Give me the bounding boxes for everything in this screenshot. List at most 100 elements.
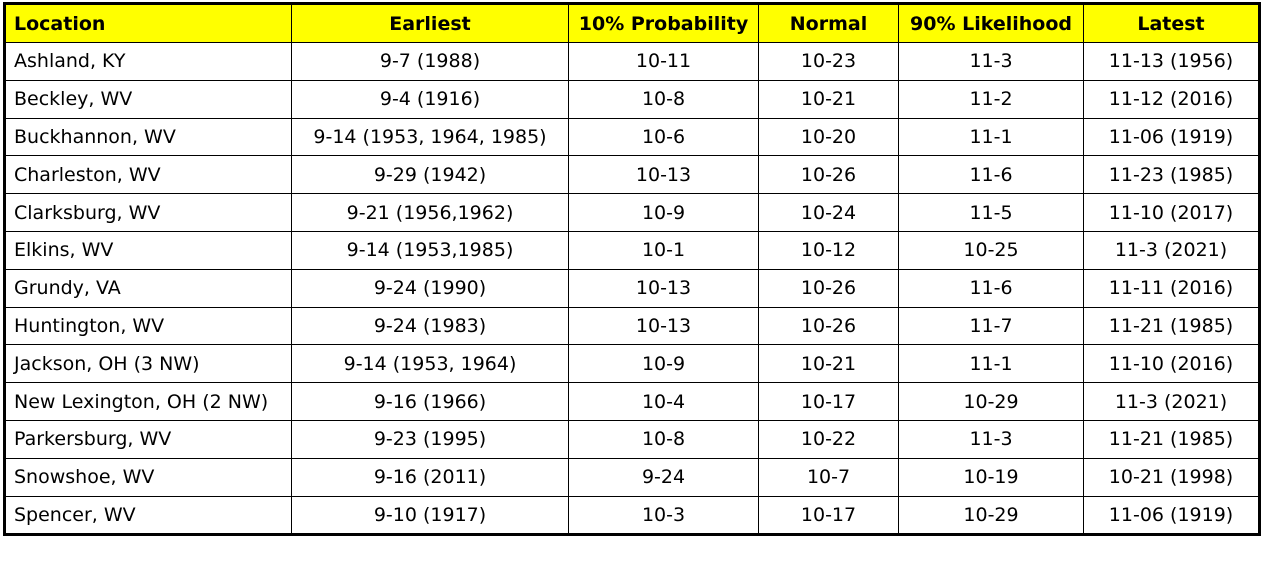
table-row: Jackson, OH (3 NW) 9-14 (1953, 1964) 10-9 1… bbox=[4, 344, 1260, 384]
cell-location: Elkins, WV bbox=[4, 230, 292, 270]
cell-10-percent-probability: 10-3 bbox=[568, 495, 759, 536]
cell-latest: 11-06 (1919) bbox=[1083, 117, 1260, 157]
cell-latest: 11-21 (1985) bbox=[1083, 419, 1260, 459]
table-row: Ashland, KY 9-7 (1988) 10-11 10-23 11-3 11-13… bbox=[4, 42, 1260, 81]
cell-90-percent-likelihood: 10-29 bbox=[898, 495, 1084, 536]
cell-earliest: 9-14 (1953, 1964) bbox=[291, 344, 569, 384]
cell-latest: 11-11 (2016) bbox=[1083, 268, 1260, 308]
cell-latest: 10-21 (1998) bbox=[1083, 457, 1260, 497]
table-row: Clarksburg, WV 9-21 (1956,1962) 10-9 10-24 1… bbox=[4, 193, 1260, 232]
cell-90-percent-likelihood: 11-1 bbox=[898, 344, 1084, 384]
cell-earliest: 9-23 (1995) bbox=[291, 419, 569, 459]
table-row: Grundy, VA 9-24 (1990) 10-13 10-26 11-6 11-11… bbox=[4, 268, 1260, 308]
cell-10-percent-probability: 10-13 bbox=[568, 306, 759, 346]
cell-90-percent-likelihood: 10-19 bbox=[898, 457, 1084, 497]
cell-normal: 10-17 bbox=[758, 495, 899, 536]
cell-latest: 11-3 (2021) bbox=[1083, 230, 1260, 270]
cell-earliest: 9-14 (1953, 1964, 1985) bbox=[291, 117, 569, 157]
cell-normal: 10-7 bbox=[758, 457, 899, 497]
table-row: Spencer, WV 9-10 (1917) 10-3 10-17 10-29 11-0… bbox=[4, 495, 1260, 536]
cell-10-percent-probability: 10-1 bbox=[568, 230, 759, 270]
cell-latest: 11-10 (2016) bbox=[1083, 344, 1260, 384]
table-row: Huntington, WV 9-24 (1983) 10-13 10-26 11-7 1… bbox=[4, 306, 1260, 346]
cell-normal: 10-26 bbox=[758, 155, 899, 195]
cell-location: Jackson, OH (3 NW) bbox=[4, 344, 292, 384]
cell-normal: 10-26 bbox=[758, 268, 899, 308]
cell-10-percent-probability: 10-13 bbox=[568, 155, 759, 195]
cell-earliest: 9-4 (1916) bbox=[291, 79, 569, 119]
cell-90-percent-likelihood: 11-3 bbox=[898, 42, 1084, 81]
cell-90-percent-likelihood: 11-6 bbox=[898, 268, 1084, 308]
cell-earliest: 9-29 (1942) bbox=[291, 155, 569, 195]
cell-latest: 11-21 (1985) bbox=[1083, 306, 1260, 346]
cell-location: Parkersburg, WV bbox=[4, 419, 292, 459]
cell-normal: 10-26 bbox=[758, 306, 899, 346]
cell-90-percent-likelihood: 11-1 bbox=[898, 117, 1084, 157]
header-earliest: Earliest bbox=[291, 3, 569, 43]
cell-10-percent-probability: 10-6 bbox=[568, 117, 759, 157]
cell-latest: 11-13 (1956) bbox=[1083, 42, 1260, 81]
cell-location: Spencer, WV bbox=[4, 495, 292, 536]
cell-90-percent-likelihood: 11-3 bbox=[898, 419, 1084, 459]
cell-10-percent-probability: 10-8 bbox=[568, 79, 759, 119]
header-location: Location bbox=[4, 3, 292, 43]
table-row: New Lexington, OH (2 NW) 9-16 (1966) 10-4 1… bbox=[4, 382, 1260, 421]
table-row: Snowshoe, WV 9-16 (2011) 9-24 10-7 10-19 10-2… bbox=[4, 457, 1260, 497]
cell-location: New Lexington, OH (2 NW) bbox=[4, 382, 292, 421]
header-row: Location Earliest 10% Probability Normal… bbox=[4, 3, 1260, 43]
cell-10-percent-probability: 10-9 bbox=[568, 344, 759, 384]
cell-normal: 10-22 bbox=[758, 419, 899, 459]
cell-latest: 11-12 (2016) bbox=[1083, 79, 1260, 119]
cell-10-percent-probability: 10-8 bbox=[568, 419, 759, 459]
table-row: Buckhannon, WV 9-14 (1953, 1964, 1985) 10-… bbox=[4, 117, 1260, 157]
cell-10-percent-probability: 10-13 bbox=[568, 268, 759, 308]
cell-earliest: 9-7 (1988) bbox=[291, 42, 569, 81]
cell-normal: 10-20 bbox=[758, 117, 899, 157]
cell-earliest: 9-10 (1917) bbox=[291, 495, 569, 536]
cell-latest: 11-06 (1919) bbox=[1083, 495, 1260, 536]
cell-location: Huntington, WV bbox=[4, 306, 292, 346]
cell-earliest: 9-14 (1953,1985) bbox=[291, 230, 569, 270]
cell-location: Clarksburg, WV bbox=[4, 193, 292, 232]
cell-90-percent-likelihood: 11-5 bbox=[898, 193, 1084, 232]
cell-90-percent-likelihood: 11-7 bbox=[898, 306, 1084, 346]
cell-90-percent-likelihood: 10-25 bbox=[898, 230, 1084, 270]
frost-dates-table: Location Earliest 10% Probability Normal… bbox=[3, 2, 1261, 537]
cell-normal: 10-21 bbox=[758, 79, 899, 119]
cell-location: Beckley, WV bbox=[4, 79, 292, 119]
table-header: Location Earliest 10% Probability Normal… bbox=[4, 3, 1260, 43]
cell-10-percent-probability: 10-9 bbox=[568, 193, 759, 232]
cell-90-percent-likelihood: 11-2 bbox=[898, 79, 1084, 119]
table-row: Parkersburg, WV 9-23 (1995) 10-8 10-22 11-3 1… bbox=[4, 419, 1260, 459]
table-row: Beckley, WV 9-4 (1916) 10-8 10-21 11-2 11-12 … bbox=[4, 79, 1260, 119]
cell-earliest: 9-16 (2011) bbox=[291, 457, 569, 497]
table-row: Elkins, WV 9-14 (1953,1985) 10-1 10-12 10-25… bbox=[4, 230, 1260, 270]
cell-10-percent-probability: 10-11 bbox=[568, 42, 759, 81]
cell-10-percent-probability: 10-4 bbox=[568, 382, 759, 421]
header-10-percent-probability: 10% Probability bbox=[568, 3, 759, 43]
cell-location: Grundy, VA bbox=[4, 268, 292, 308]
header-latest: Latest bbox=[1083, 3, 1260, 43]
cell-latest: 11-10 (2017) bbox=[1083, 193, 1260, 232]
cell-latest: 11-23 (1985) bbox=[1083, 155, 1260, 195]
cell-90-percent-likelihood: 11-6 bbox=[898, 155, 1084, 195]
table-body: Ashland, KY 9-7 (1988) 10-11 10-23 11-3 11-13… bbox=[4, 42, 1260, 536]
cell-location: Charleston, WV bbox=[4, 155, 292, 195]
cell-earliest: 9-24 (1983) bbox=[291, 306, 569, 346]
cell-location: Buckhannon, WV bbox=[4, 117, 292, 157]
cell-earliest: 9-24 (1990) bbox=[291, 268, 569, 308]
table-row: Charleston, WV 9-29 (1942) 10-13 10-26 11-6 1… bbox=[4, 155, 1260, 195]
cell-normal: 10-21 bbox=[758, 344, 899, 384]
cell-location: Ashland, KY bbox=[4, 42, 292, 81]
header-normal: Normal bbox=[758, 3, 899, 43]
cell-90-percent-likelihood: 10-29 bbox=[898, 382, 1084, 421]
cell-10-percent-probability: 9-24 bbox=[568, 457, 759, 497]
header-90-percent-likelihood: 90% Likelihood bbox=[898, 3, 1084, 43]
cell-normal: 10-17 bbox=[758, 382, 899, 421]
cell-normal: 10-24 bbox=[758, 193, 899, 232]
cell-earliest: 9-21 (1956,1962) bbox=[291, 193, 569, 232]
cell-normal: 10-12 bbox=[758, 230, 899, 270]
cell-latest: 11-3 (2021) bbox=[1083, 382, 1260, 421]
cell-normal: 10-23 bbox=[758, 42, 899, 81]
cell-location: Snowshoe, WV bbox=[4, 457, 292, 497]
